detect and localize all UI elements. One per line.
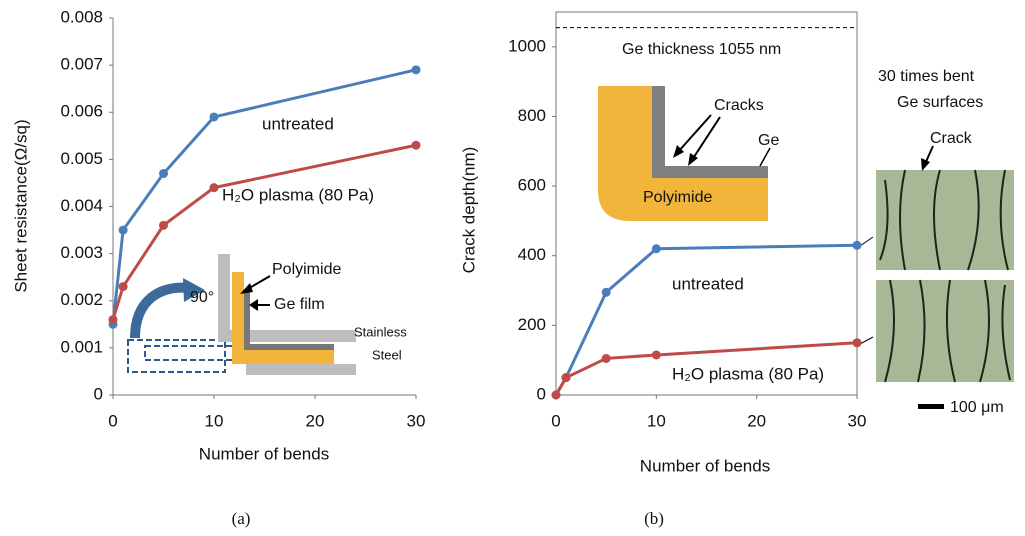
data-point <box>210 112 219 121</box>
annotation: 90° <box>190 289 214 306</box>
y-tick-label: 0 <box>94 384 103 403</box>
y-tick-label: 0.007 <box>60 55 103 74</box>
data-point <box>119 226 128 235</box>
data-point <box>652 244 661 253</box>
x-tick-label: 20 <box>747 411 766 430</box>
annotation: Polyimide <box>643 189 712 206</box>
data-point <box>159 169 168 178</box>
series-label: untreated <box>262 114 334 133</box>
y-tick-label: 400 <box>518 245 546 264</box>
y-tick-label: 0 <box>537 384 546 403</box>
series-label: H₂O plasma (80 Pa) <box>222 185 374 204</box>
data-point <box>412 141 421 150</box>
y-tick-label: 0.008 <box>60 7 103 26</box>
y-tick-label: 0.003 <box>60 243 103 262</box>
annotation: 100 μm <box>950 399 1004 416</box>
x-axis-label: Number of bends <box>199 444 329 463</box>
data-point <box>652 350 661 359</box>
annotation: Polyimide <box>272 261 341 278</box>
data-point <box>602 288 611 297</box>
x-tick-label: 20 <box>306 411 325 430</box>
annotation: Ge thickness 1055 nm <box>622 41 781 58</box>
caption: (a) <box>232 509 251 528</box>
y-tick-label: 0.002 <box>60 290 103 309</box>
annotation: Ge film <box>274 296 325 313</box>
y-tick-label: 0.005 <box>60 149 103 168</box>
data-point <box>853 241 862 250</box>
x-tick-label: 0 <box>108 411 117 430</box>
x-tick-label: 10 <box>205 411 224 430</box>
x-tick-label: 0 <box>551 411 560 430</box>
annotation: Crack <box>930 130 973 147</box>
y-tick-label: 0.004 <box>60 196 103 215</box>
data-point <box>853 338 862 347</box>
annotation: Stainless <box>354 324 407 339</box>
y-tick-label: 600 <box>518 176 546 195</box>
data-point <box>412 65 421 74</box>
annotation: Cracks <box>714 97 764 114</box>
y-tick-label: 0.006 <box>60 102 103 121</box>
annotation: Ge <box>758 132 779 149</box>
y-tick-label: 0.001 <box>60 337 103 356</box>
data-point <box>210 183 219 192</box>
x-tick-label: 10 <box>647 411 666 430</box>
x-tick-label: 30 <box>848 411 867 430</box>
y-axis-label: Sheet resistance(Ω/sq) <box>11 119 30 292</box>
x-axis-label: Number of bends <box>640 456 770 475</box>
data-point <box>159 221 168 230</box>
data-point <box>552 391 561 400</box>
data-point <box>602 354 611 363</box>
data-point <box>562 373 571 382</box>
x-tick-label: 30 <box>407 411 426 430</box>
y-tick-label: 200 <box>518 315 546 334</box>
caption: (b) <box>644 509 664 528</box>
y-tick-label: 800 <box>518 106 546 125</box>
figure: 0 0.001 0.002 0.003 0.004 0.005 0.006 0.007 0.00… <box>0 0 1025 536</box>
data-point <box>119 282 128 291</box>
y-tick-label: 1000 <box>508 36 546 55</box>
data-point <box>109 315 118 324</box>
series-label: H₂O plasma (80 Pa) <box>672 364 824 383</box>
annotation: 30 times bent <box>878 68 975 85</box>
annotation: Ge surfaces <box>897 94 983 111</box>
series-label: untreated <box>672 274 744 293</box>
y-axis-label: Crack depth(nm) <box>459 147 478 274</box>
annotation: Steel <box>372 347 402 362</box>
